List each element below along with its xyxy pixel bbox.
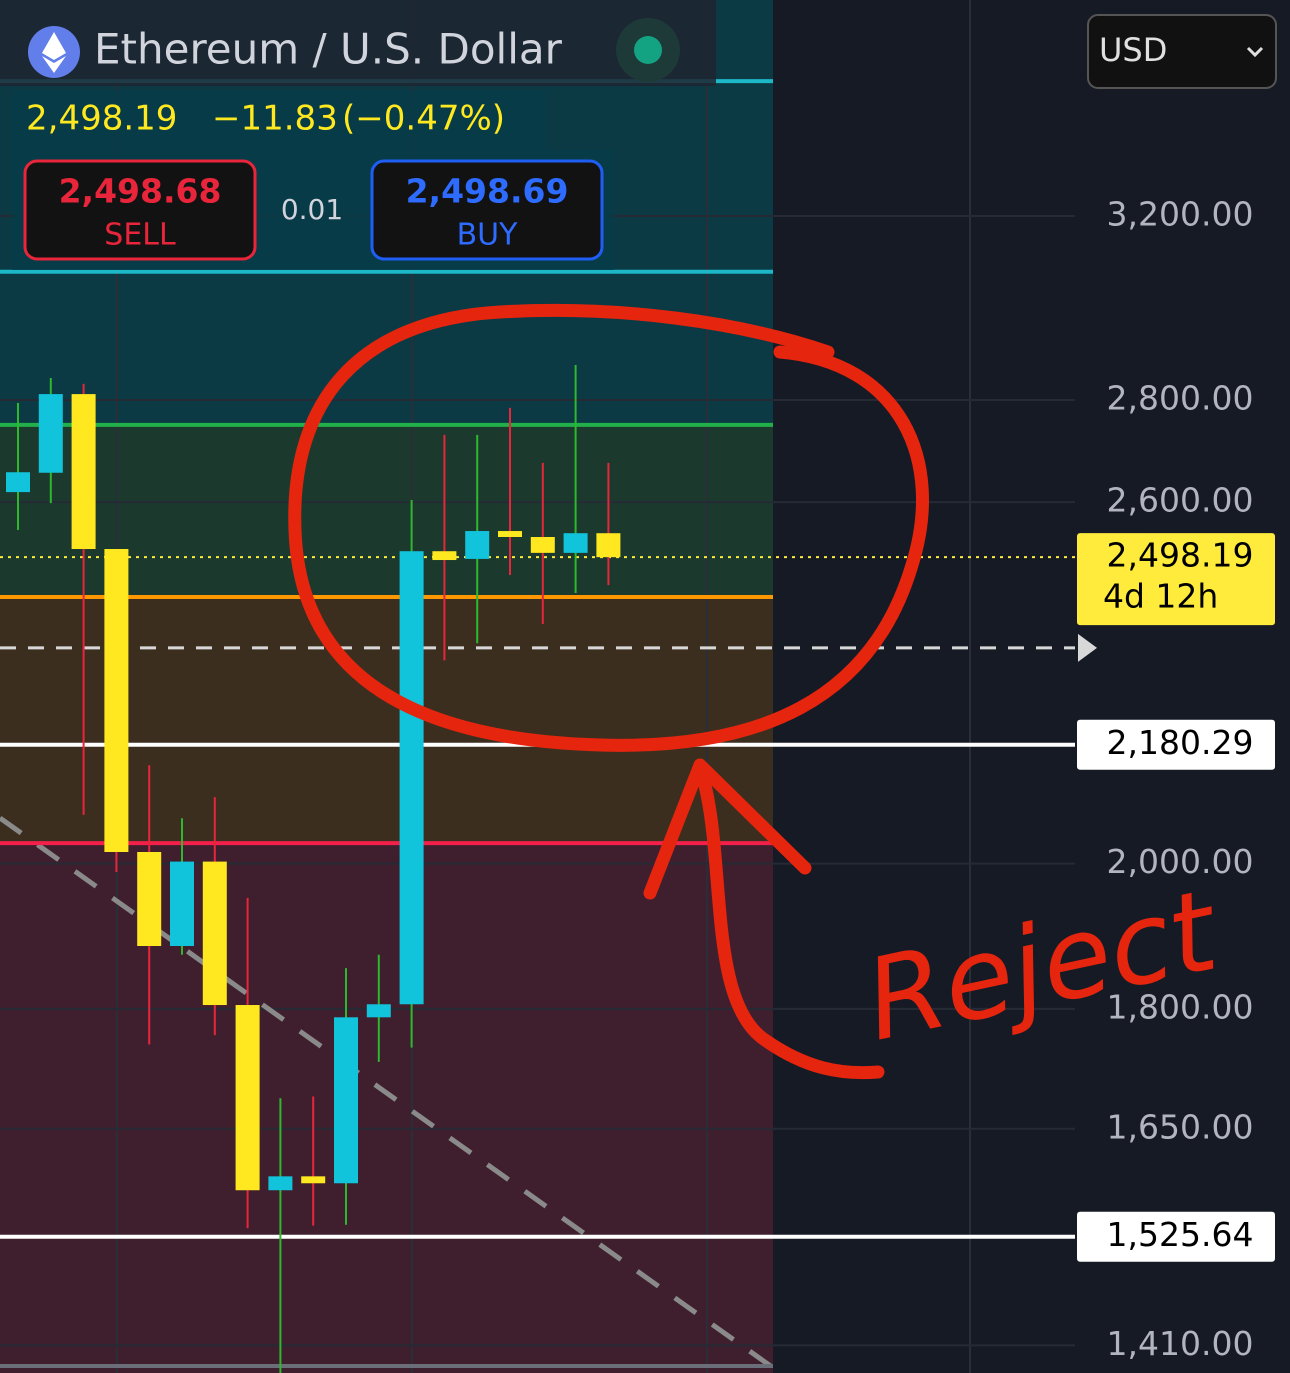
header-bg	[0, 0, 716, 86]
eth-glyph	[42, 32, 66, 73]
countdown: 4d 12h	[1103, 577, 1218, 616]
y-tick-label: 2,800.00	[1107, 378, 1254, 417]
candle-body	[334, 1017, 358, 1184]
y-tick-label: 1,650.00	[1107, 1107, 1254, 1146]
candle-body	[104, 549, 129, 852]
sell-button[interactable]	[23, 159, 257, 261]
buy-button[interactable]	[370, 159, 604, 261]
quote-change-pct: (−0.47%)	[342, 99, 505, 139]
candle-body	[235, 1005, 260, 1191]
candle-body	[563, 533, 588, 553]
buy-price: 2,498.69	[406, 172, 569, 211]
candle-body	[596, 533, 621, 558]
quote-change: −11.83	[212, 99, 338, 139]
level-label: 1,525.64	[1107, 1215, 1254, 1254]
y-tick-label: 3,200.00	[1107, 194, 1254, 233]
sell-label: SELL	[104, 218, 176, 253]
trend-line	[0, 815, 774, 1370]
y-tick-label: 2,600.00	[1107, 481, 1254, 520]
candle-body	[38, 394, 63, 473]
quote-price: 2,498.19	[26, 99, 177, 139]
zone	[0, 424, 773, 598]
candle-body	[301, 1176, 326, 1184]
currency-select[interactable]	[1087, 14, 1277, 89]
candle-body	[71, 394, 96, 550]
zone	[0, 843, 773, 1373]
buy-label: BUY	[457, 218, 519, 253]
candle-body	[399, 551, 424, 1005]
candle-body	[432, 551, 457, 561]
annotation-drawing	[288, 303, 929, 1080]
y-tick-label: 1,410.00	[1107, 1324, 1254, 1363]
y-tick-label: 1,800.00	[1107, 987, 1254, 1026]
status-dot	[634, 36, 662, 64]
chevron	[1246, 46, 1264, 58]
sell-price: 2,498.68	[59, 172, 222, 211]
last-price-box	[1077, 533, 1275, 626]
candle-body	[170, 861, 194, 946]
level-label-box	[1077, 719, 1275, 770]
y-tick-label: 2,000.00	[1107, 842, 1254, 881]
pending-arrow	[1078, 633, 1097, 662]
last-price-label: 2,498.19	[1107, 536, 1254, 575]
title: Ethereum / U.S. Dollar	[94, 25, 563, 74]
candle-body	[530, 537, 555, 553]
level-label-box	[1077, 1211, 1275, 1262]
quote-bg	[12, 90, 547, 150]
candle-body	[202, 861, 227, 1006]
spread: 0.01	[281, 193, 343, 226]
candle-body	[366, 1004, 391, 1018]
currency: USD	[1099, 31, 1167, 69]
candle-body	[137, 851, 162, 946]
zone	[0, 597, 773, 844]
candle-body	[268, 1176, 293, 1191]
level-label: 2,180.29	[1107, 723, 1254, 762]
candle-body	[498, 531, 522, 538]
candle-body	[465, 531, 490, 559]
candle-body	[6, 472, 30, 493]
